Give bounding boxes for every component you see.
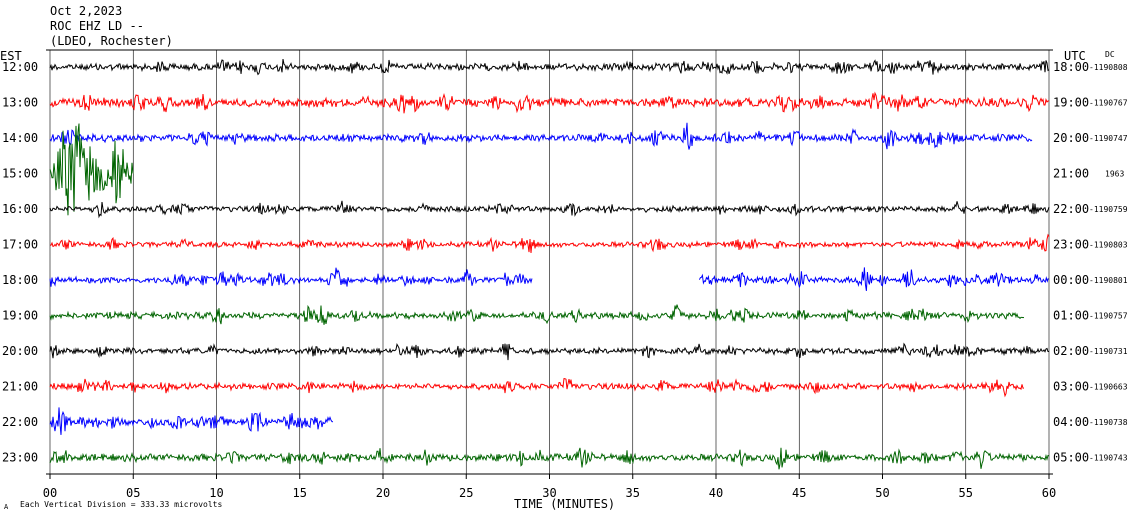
est-time-label: 18:00 — [2, 273, 38, 287]
est-time-label: 17:00 — [2, 238, 38, 252]
dc-offset-label: -1190801 — [1089, 276, 1128, 285]
utc-time-label: 04:00 — [1053, 415, 1089, 429]
dc-offset-label: -1190731 — [1089, 347, 1128, 356]
trace-1800 — [698, 267, 1049, 291]
x-tick-label: 35 — [626, 486, 640, 500]
x-tick-label: 45 — [792, 486, 806, 500]
utc-time-label: 22:00 — [1053, 202, 1089, 216]
scale-marker-icon: A — [4, 503, 9, 511]
utc-time-label: 02:00 — [1053, 344, 1089, 358]
utc-time-label: 05:00 — [1053, 451, 1089, 465]
scale-note: Each Vertical Division = 333.33 microvol… — [20, 500, 222, 509]
x-tick-label: 55 — [959, 486, 973, 500]
utc-time-label: 18:00 — [1053, 60, 1089, 74]
dc-offset-label: -1190747 — [1089, 134, 1128, 143]
est-label: EST — [0, 49, 22, 63]
utc-time-label: 01:00 — [1053, 309, 1089, 323]
trace-2100 — [49, 378, 1024, 398]
dc-offset-label: -1190759 — [1089, 205, 1128, 214]
utc-time-labels: 18:00 19:00 20:00 21:00 22:00 23:00 00:00 01:00… — [1053, 60, 1089, 465]
est-time-label: 15:00 — [2, 167, 38, 181]
utc-time-label: 23:00 — [1053, 238, 1089, 252]
trace-1700 — [49, 233, 1050, 254]
utc-label: UTC — [1064, 49, 1086, 63]
trace-1500 — [49, 123, 134, 216]
utc-time-label: 00:00 — [1053, 273, 1089, 287]
x-tick-label: 05 — [126, 486, 140, 500]
grid-lines — [49, 50, 1050, 479]
dc-offset-labels: -1190808 -1190767 -1190747 1963 -1190759 -119… — [1089, 63, 1128, 463]
est-time-label: 20:00 — [2, 344, 38, 358]
trace-1600 — [49, 200, 1050, 219]
x-tick-label: 50 — [875, 486, 889, 500]
est-time-label: 19:00 — [2, 309, 38, 323]
dc-offset-label: -1190767 — [1089, 99, 1128, 108]
trace-1800 — [49, 267, 533, 288]
dc-header: DC — [1105, 50, 1115, 59]
trace-1900 — [49, 304, 1025, 325]
x-tick-label: 10 — [209, 486, 223, 500]
trace-1300 — [49, 91, 1050, 114]
x-tick-label: 30 — [542, 486, 556, 500]
header-date: Oct 2,2023 — [50, 4, 123, 18]
dc-offset-label: -1190738 — [1089, 418, 1128, 427]
dc-offset-label: -1190743 — [1089, 454, 1128, 463]
plot-frame — [46, 49, 1053, 475]
x-tick-label: 15 — [293, 486, 307, 500]
header-location: (LDEO, Rochester) — [50, 34, 173, 48]
x-tick-label: 25 — [459, 486, 473, 500]
trace-1400 — [49, 122, 1033, 150]
x-tick-label: 20 — [376, 486, 390, 500]
est-time-label: 22:00 — [2, 415, 38, 429]
trace-1200 — [49, 59, 1050, 76]
trace-group — [49, 59, 1050, 470]
est-time-label: 16:00 — [2, 202, 38, 216]
x-tick-labels: 00 05 10 15 20 25 30 35 40 45 50 55 60 — [43, 486, 1056, 500]
est-time-label: 14:00 — [2, 131, 38, 145]
x-tick-label: 40 — [709, 486, 723, 500]
utc-time-label: 19:00 — [1053, 96, 1089, 110]
header-station: ROC EHZ LD -- — [50, 19, 144, 33]
dc-offset-label: -1190803 — [1089, 241, 1128, 250]
utc-time-label: 20:00 — [1053, 131, 1089, 145]
est-time-label: 12:00 — [2, 60, 38, 74]
dc-offset-label: -1190663 — [1089, 383, 1128, 392]
x-tick-label: 60 — [1042, 486, 1056, 500]
trace-2000 — [49, 342, 1049, 361]
dc-offset-label: 1963 — [1105, 170, 1124, 179]
est-time-label: 21:00 — [2, 380, 38, 394]
x-axis-title: TIME (MINUTES) — [514, 497, 615, 511]
trace-2200 — [49, 407, 334, 435]
dc-offset-label: -1190757 — [1089, 312, 1128, 321]
utc-time-label: 03:00 — [1053, 380, 1089, 394]
est-time-label: 13:00 — [2, 96, 38, 110]
trace-2300 — [49, 447, 1050, 470]
dc-offset-label: -1190808 — [1089, 63, 1128, 72]
utc-time-label: 21:00 — [1053, 167, 1089, 181]
x-tick-label: 00 — [43, 486, 57, 500]
est-time-labels: 12:00 13:00 14:00 15:00 16:00 17:00 18:00 19:00… — [2, 60, 38, 465]
est-time-label: 23:00 — [2, 451, 38, 465]
